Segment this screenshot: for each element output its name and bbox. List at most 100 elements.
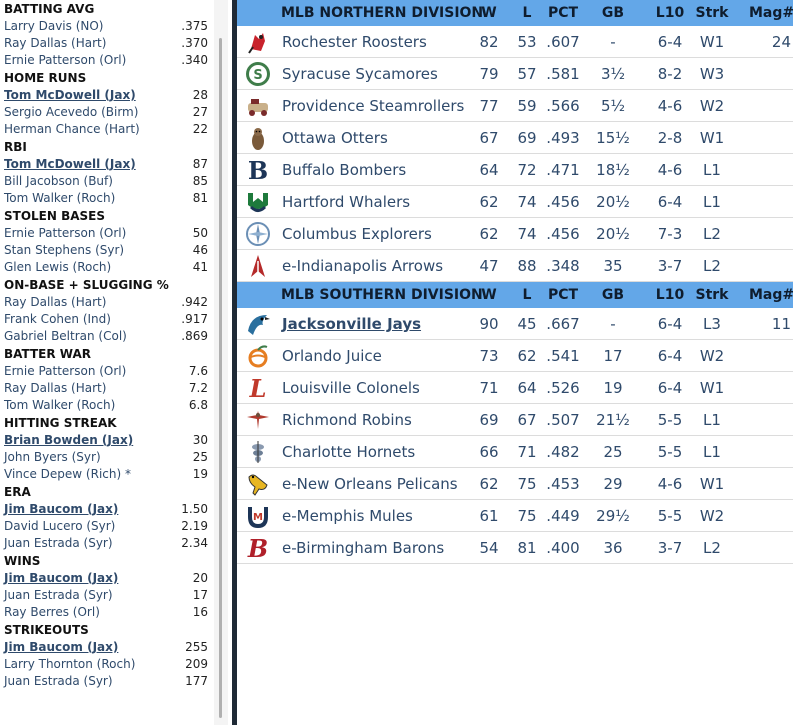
script-b-icon: B xyxy=(245,534,271,563)
stat-value: .340 xyxy=(181,53,208,67)
column-header-mag[interactable]: Mag# xyxy=(749,287,793,303)
team-name-link[interactable]: e-Memphis Mules xyxy=(282,507,413,525)
team-row[interactable]: Hartford Whalers 62 74 .456 20½ 6-4 L1 xyxy=(237,186,793,218)
team-name-link[interactable]: e-Birmingham Barons xyxy=(282,539,445,557)
column-header-w[interactable]: W xyxy=(481,287,497,303)
player-link[interactable]: Tom McDowell (Jax) xyxy=(4,88,136,102)
team-row[interactable]: S Syracuse Sycamores 79 57 .581 3½ 8-2 W3 xyxy=(237,58,793,90)
team-strk: W1 xyxy=(699,33,725,51)
column-header-pct[interactable]: PCT xyxy=(547,287,579,303)
column-header-l[interactable]: L xyxy=(522,5,532,21)
jay-icon xyxy=(245,311,271,337)
team-pct: .456 xyxy=(546,193,580,211)
team-row[interactable]: Ottawa Otters 67 69 .493 15½ 2-8 W1 xyxy=(237,122,793,154)
team-gb: 21½ xyxy=(596,411,630,429)
player-link[interactable]: Sergio Acevedo (Birm) xyxy=(4,105,139,119)
team-name-link[interactable]: Charlotte Hornets xyxy=(282,443,416,461)
team-name-link[interactable]: Jacksonville Jays xyxy=(282,315,422,333)
column-header-w[interactable]: W xyxy=(481,5,497,21)
team-row[interactable]: B Buffalo Bombers 64 72 .471 18½ 4-6 L1 xyxy=(237,154,793,186)
team-row[interactable]: Providence Steamrollers 77 59 .566 5½ 4-6 W2 xyxy=(237,90,793,122)
player-link[interactable]: Ray Dallas (Hart) xyxy=(4,381,107,395)
team-gb: 35 xyxy=(603,257,623,275)
team-name-link[interactable]: Louisville Colonels xyxy=(282,379,420,397)
team-name-link[interactable]: Buffalo Bombers xyxy=(282,161,407,179)
player-link[interactable]: Tom Walker (Roch) xyxy=(4,398,116,412)
player-link[interactable]: Tom Walker (Roch) xyxy=(4,191,116,205)
team-row[interactable]: e-Indianapolis Arrows 47 88 .348 35 3-7 L2 xyxy=(237,250,793,282)
player-link[interactable]: Ernie Patterson (Orl) xyxy=(4,53,127,67)
column-header-strk[interactable]: Strk xyxy=(695,5,729,21)
player-link[interactable]: John Byers (Syr) xyxy=(4,450,101,464)
team-name-link[interactable]: e-Indianapolis Arrows xyxy=(282,257,444,275)
player-link[interactable]: Jim Baucom (Jax) xyxy=(4,640,119,654)
column-header-gb[interactable]: GB xyxy=(601,5,625,21)
player-link[interactable]: Juan Estrada (Syr) xyxy=(4,674,113,688)
column-header-l[interactable]: L xyxy=(522,287,532,303)
stat-value: 2.34 xyxy=(181,536,208,550)
player-link[interactable]: David Lucero (Syr) xyxy=(4,519,116,533)
player-link[interactable]: Vince Depew (Rich) * xyxy=(4,467,131,481)
team-row[interactable]: Charlotte Hornets 66 71 .482 25 5-5 L1 xyxy=(237,436,793,468)
team-row[interactable]: Richmond Robins 69 67 .507 21½ 5-5 L1 xyxy=(237,404,793,436)
script-l-icon: L xyxy=(245,374,271,403)
leaders-scrollbar[interactable] xyxy=(214,0,228,725)
player-link[interactable]: Larry Davis (NO) xyxy=(4,19,104,33)
player-link[interactable]: Herman Chance (Hart) xyxy=(4,122,140,136)
player-link[interactable]: Frank Cohen (Ind) xyxy=(4,312,111,326)
player-link[interactable]: Larry Thornton (Roch) xyxy=(4,657,136,671)
column-header-strk[interactable]: Strk xyxy=(695,287,729,303)
player-link[interactable]: Ray Dallas (Hart) xyxy=(4,36,107,50)
column-header-pct[interactable]: PCT xyxy=(547,5,579,21)
team-name-link[interactable]: Hartford Whalers xyxy=(282,193,411,211)
player-link[interactable]: Jim Baucom (Jax) xyxy=(4,502,119,516)
player-link[interactable]: Stan Stephens (Syr) xyxy=(4,243,125,257)
player-link[interactable]: Ray Berres (Orl) xyxy=(4,605,100,619)
player-link[interactable]: Ray Dallas (Hart) xyxy=(4,295,107,309)
team-name-link[interactable]: Richmond Robins xyxy=(282,411,412,429)
team-pct: .541 xyxy=(546,347,580,365)
leader-row: Ray Dallas (Hart) .370 xyxy=(4,35,218,52)
team-gb: 18½ xyxy=(596,161,630,179)
player-link[interactable]: Gabriel Beltran (Col) xyxy=(4,329,127,343)
team-row[interactable]: e-New Orleans Pelicans 62 75 .453 29 4-6 W1 xyxy=(237,468,793,500)
team-row[interactable]: Jacksonville Jays 90 45 .667 - 6-4 L3 11 xyxy=(237,308,793,340)
team-w: 77 xyxy=(479,97,499,115)
team-pct: .607 xyxy=(546,33,580,51)
division-header: MLB NORTHERN DIVISION W L PCT GB L10 Strk Mag# xyxy=(237,0,793,26)
stat-value: .375 xyxy=(181,19,208,33)
whalers-icon xyxy=(245,189,271,215)
column-header-l10[interactable]: L10 xyxy=(655,5,685,21)
player-link[interactable]: Brian Bowden (Jax) xyxy=(4,433,134,447)
player-link[interactable]: Glen Lewis (Roch) xyxy=(4,260,112,274)
team-name-link[interactable]: Ottawa Otters xyxy=(282,129,388,147)
column-header-gb[interactable]: GB xyxy=(601,287,625,303)
column-header-mag[interactable]: Mag# xyxy=(749,5,793,21)
leader-category-title: RBI xyxy=(4,140,27,154)
team-row[interactable]: Rochester Roosters 82 53 .607 - 6-4 W1 24 xyxy=(237,26,793,58)
leader-category: HOME RUNS Tom McDowell (Jax) 28 Sergio Acev… xyxy=(0,69,232,138)
team-name-link[interactable]: Rochester Roosters xyxy=(282,33,427,51)
team-name-link[interactable]: e-New Orleans Pelicans xyxy=(282,475,458,493)
team-name-link[interactable]: Columbus Explorers xyxy=(282,225,432,243)
player-link[interactable]: Tom McDowell (Jax) xyxy=(4,157,136,171)
leader-row: Brian Bowden (Jax) 30 xyxy=(4,432,218,449)
scrollbar-thumb[interactable] xyxy=(219,38,222,718)
team-name-link[interactable]: Syracuse Sycamores xyxy=(282,65,438,83)
player-link[interactable]: Ernie Patterson (Orl) xyxy=(4,364,127,378)
team-row[interactable]: L Louisville Colonels 71 64 .526 19 6-4 W1 xyxy=(237,372,793,404)
team-row[interactable]: Columbus Explorers 62 74 .456 20½ 7-3 L2 xyxy=(237,218,793,250)
team-w: 62 xyxy=(479,225,499,243)
team-row[interactable]: Orlando Juice 73 62 .541 17 6-4 W2 xyxy=(237,340,793,372)
player-link[interactable]: Juan Estrada (Syr) xyxy=(4,588,113,602)
player-link[interactable]: Ernie Patterson (Orl) xyxy=(4,226,127,240)
leader-category-title: BATTING AVG xyxy=(4,2,95,16)
column-header-l10[interactable]: L10 xyxy=(655,287,685,303)
player-link[interactable]: Jim Baucom (Jax) xyxy=(4,571,119,585)
player-link[interactable]: Bill Jacobson (Buf) xyxy=(4,174,113,188)
team-name-link[interactable]: Providence Steamrollers xyxy=(282,97,465,115)
player-link[interactable]: Juan Estrada (Syr) xyxy=(4,536,113,550)
team-name-link[interactable]: Orlando Juice xyxy=(282,347,382,365)
